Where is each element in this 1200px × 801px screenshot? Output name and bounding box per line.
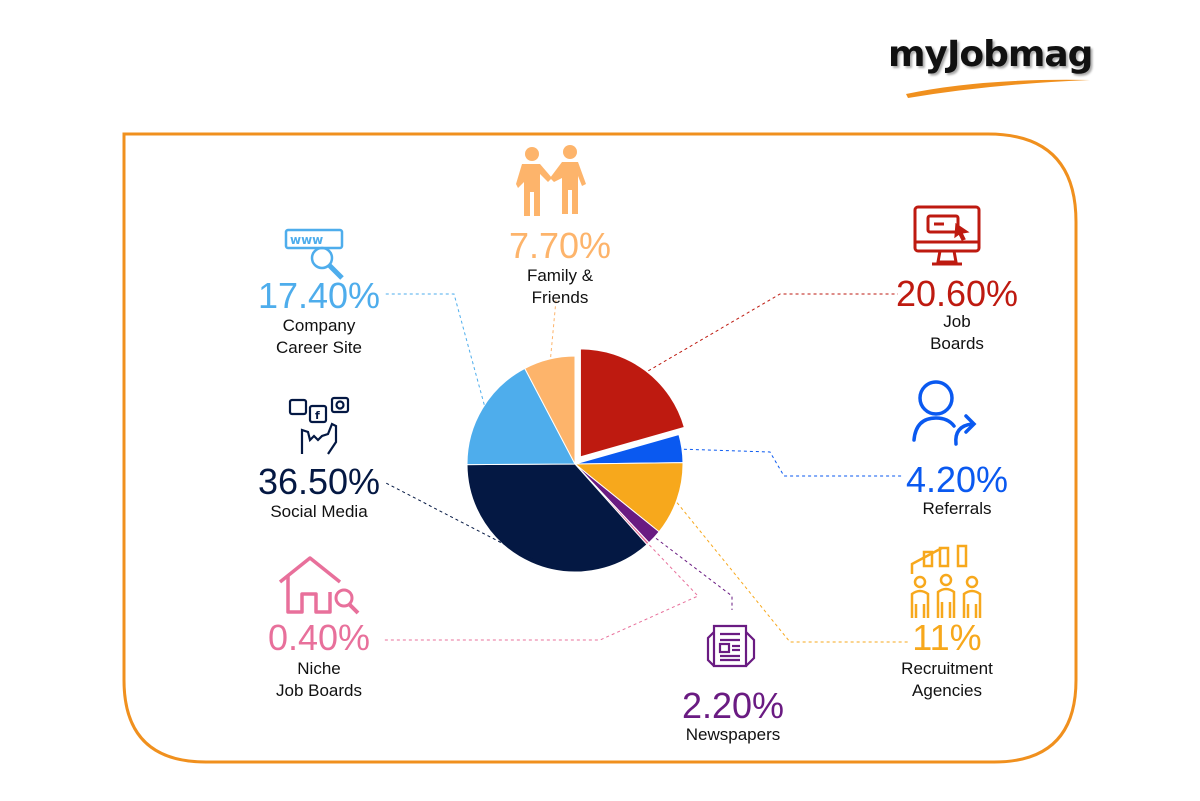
leader-line-company-career-site <box>384 293 487 411</box>
logo-swoosh-icon <box>906 79 1090 98</box>
leader-line-newspapers <box>650 534 733 610</box>
leader-line-job-boards <box>642 293 898 375</box>
handshake-people-icon <box>516 145 586 216</box>
slice-value-job-boards: 20.60% <box>895 273 1019 314</box>
pie-slice-job-boards <box>579 348 685 458</box>
brand-logo: myJobmag <box>888 34 1098 100</box>
slice-value-referrals: 4.20% <box>905 459 1009 500</box>
pie-slice-social-media <box>466 463 648 573</box>
house-search-icon <box>278 556 360 615</box>
slice-value-family-friends: 7.70% <box>508 225 612 266</box>
slice-value-newspapers: 2.20% <box>681 685 785 726</box>
leader-line-social-media <box>383 481 534 560</box>
leader-line-recruitment-agencies <box>672 497 908 643</box>
leader-line-niche-job-boards <box>384 540 699 641</box>
slice-value-social-media: 36.50% <box>257 461 381 502</box>
slice-label-family-friends: Family & Friends <box>526 266 594 307</box>
leader-line-family-friends <box>549 299 557 364</box>
newspaper-icon <box>706 624 756 668</box>
svg-text:www: www <box>290 233 323 247</box>
pie-slice-company-career-site <box>466 367 576 466</box>
slice-value-recruitment-agencies: 11% <box>912 617 982 658</box>
leader-line-referrals <box>677 448 904 477</box>
slice-label-company-career-site: Company Career Site <box>276 316 362 357</box>
people-ranking-icon <box>910 544 982 618</box>
slice-value-niche-job-boards: 0.40% <box>267 617 371 658</box>
slice-label-referrals: Referrals <box>922 499 992 518</box>
slice-label-recruitment-agencies: Recruitment Agencies <box>901 659 993 700</box>
pie-slice-recruitment-agencies <box>573 462 684 533</box>
slice-label-newspapers: Newspapers <box>685 725 781 744</box>
brand-logo-text: myJobmag <box>888 34 1093 75</box>
person-share-icon <box>912 380 977 446</box>
svg-text:f: f <box>315 409 320 422</box>
slice-label-social-media: Social Media <box>270 502 368 521</box>
pie-slice-family-friends <box>524 355 576 465</box>
slice-label-job-boards: Job Boards <box>930 312 984 353</box>
social-media-hand-icon: f <box>288 396 350 455</box>
computer-click-icon <box>913 205 981 266</box>
slice-label-niche-job-boards: Niche Job Boards <box>276 659 362 700</box>
slice-value-company-career-site: 17.40% <box>257 275 381 316</box>
www-search-icon: www <box>284 228 344 280</box>
frame-border <box>122 132 1078 764</box>
